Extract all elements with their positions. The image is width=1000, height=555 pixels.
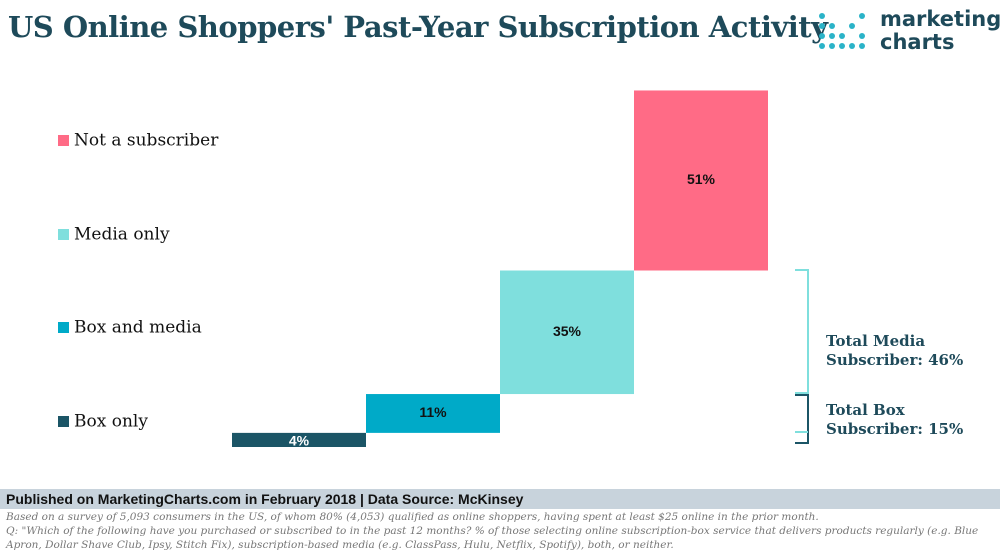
chart-title: US Online Shoppers' Past-Year Subscripti… [8,10,828,44]
media-brace [795,269,809,394]
source: Published on MarketingCharts.com in Febr… [0,489,1000,509]
bar [366,394,500,433]
data-label: 4% [289,433,310,449]
legend-swatch [58,229,69,240]
legend-swatch [58,322,69,333]
bar [232,432,366,447]
box-brace [795,394,809,444]
question: Q: "Which of the following have you purc… [6,525,979,551]
legend-swatch [58,416,69,427]
annotation: Total Box Subscriber: 15% [826,401,964,438]
logo-line: marketing [880,7,1000,31]
data-label: 11% [419,404,447,420]
bar [634,90,768,271]
data-label: 51% [687,171,716,187]
legend-label: Media only [74,225,170,245]
bar [500,270,634,395]
logo-dots [819,13,865,49]
logo: marketing charts [880,8,1000,54]
data-label: 35% [553,323,582,339]
legend-label: Box and media [74,318,202,338]
annotation: Total Media Subscriber: 46% [826,332,964,369]
note: Based on a survey of 5,093 consumers in … [6,511,819,523]
legend-label: Box only [74,412,148,432]
legend-swatch [58,135,69,146]
legend-label: Not a subscriber [74,131,219,151]
logo-line: charts [880,30,955,54]
